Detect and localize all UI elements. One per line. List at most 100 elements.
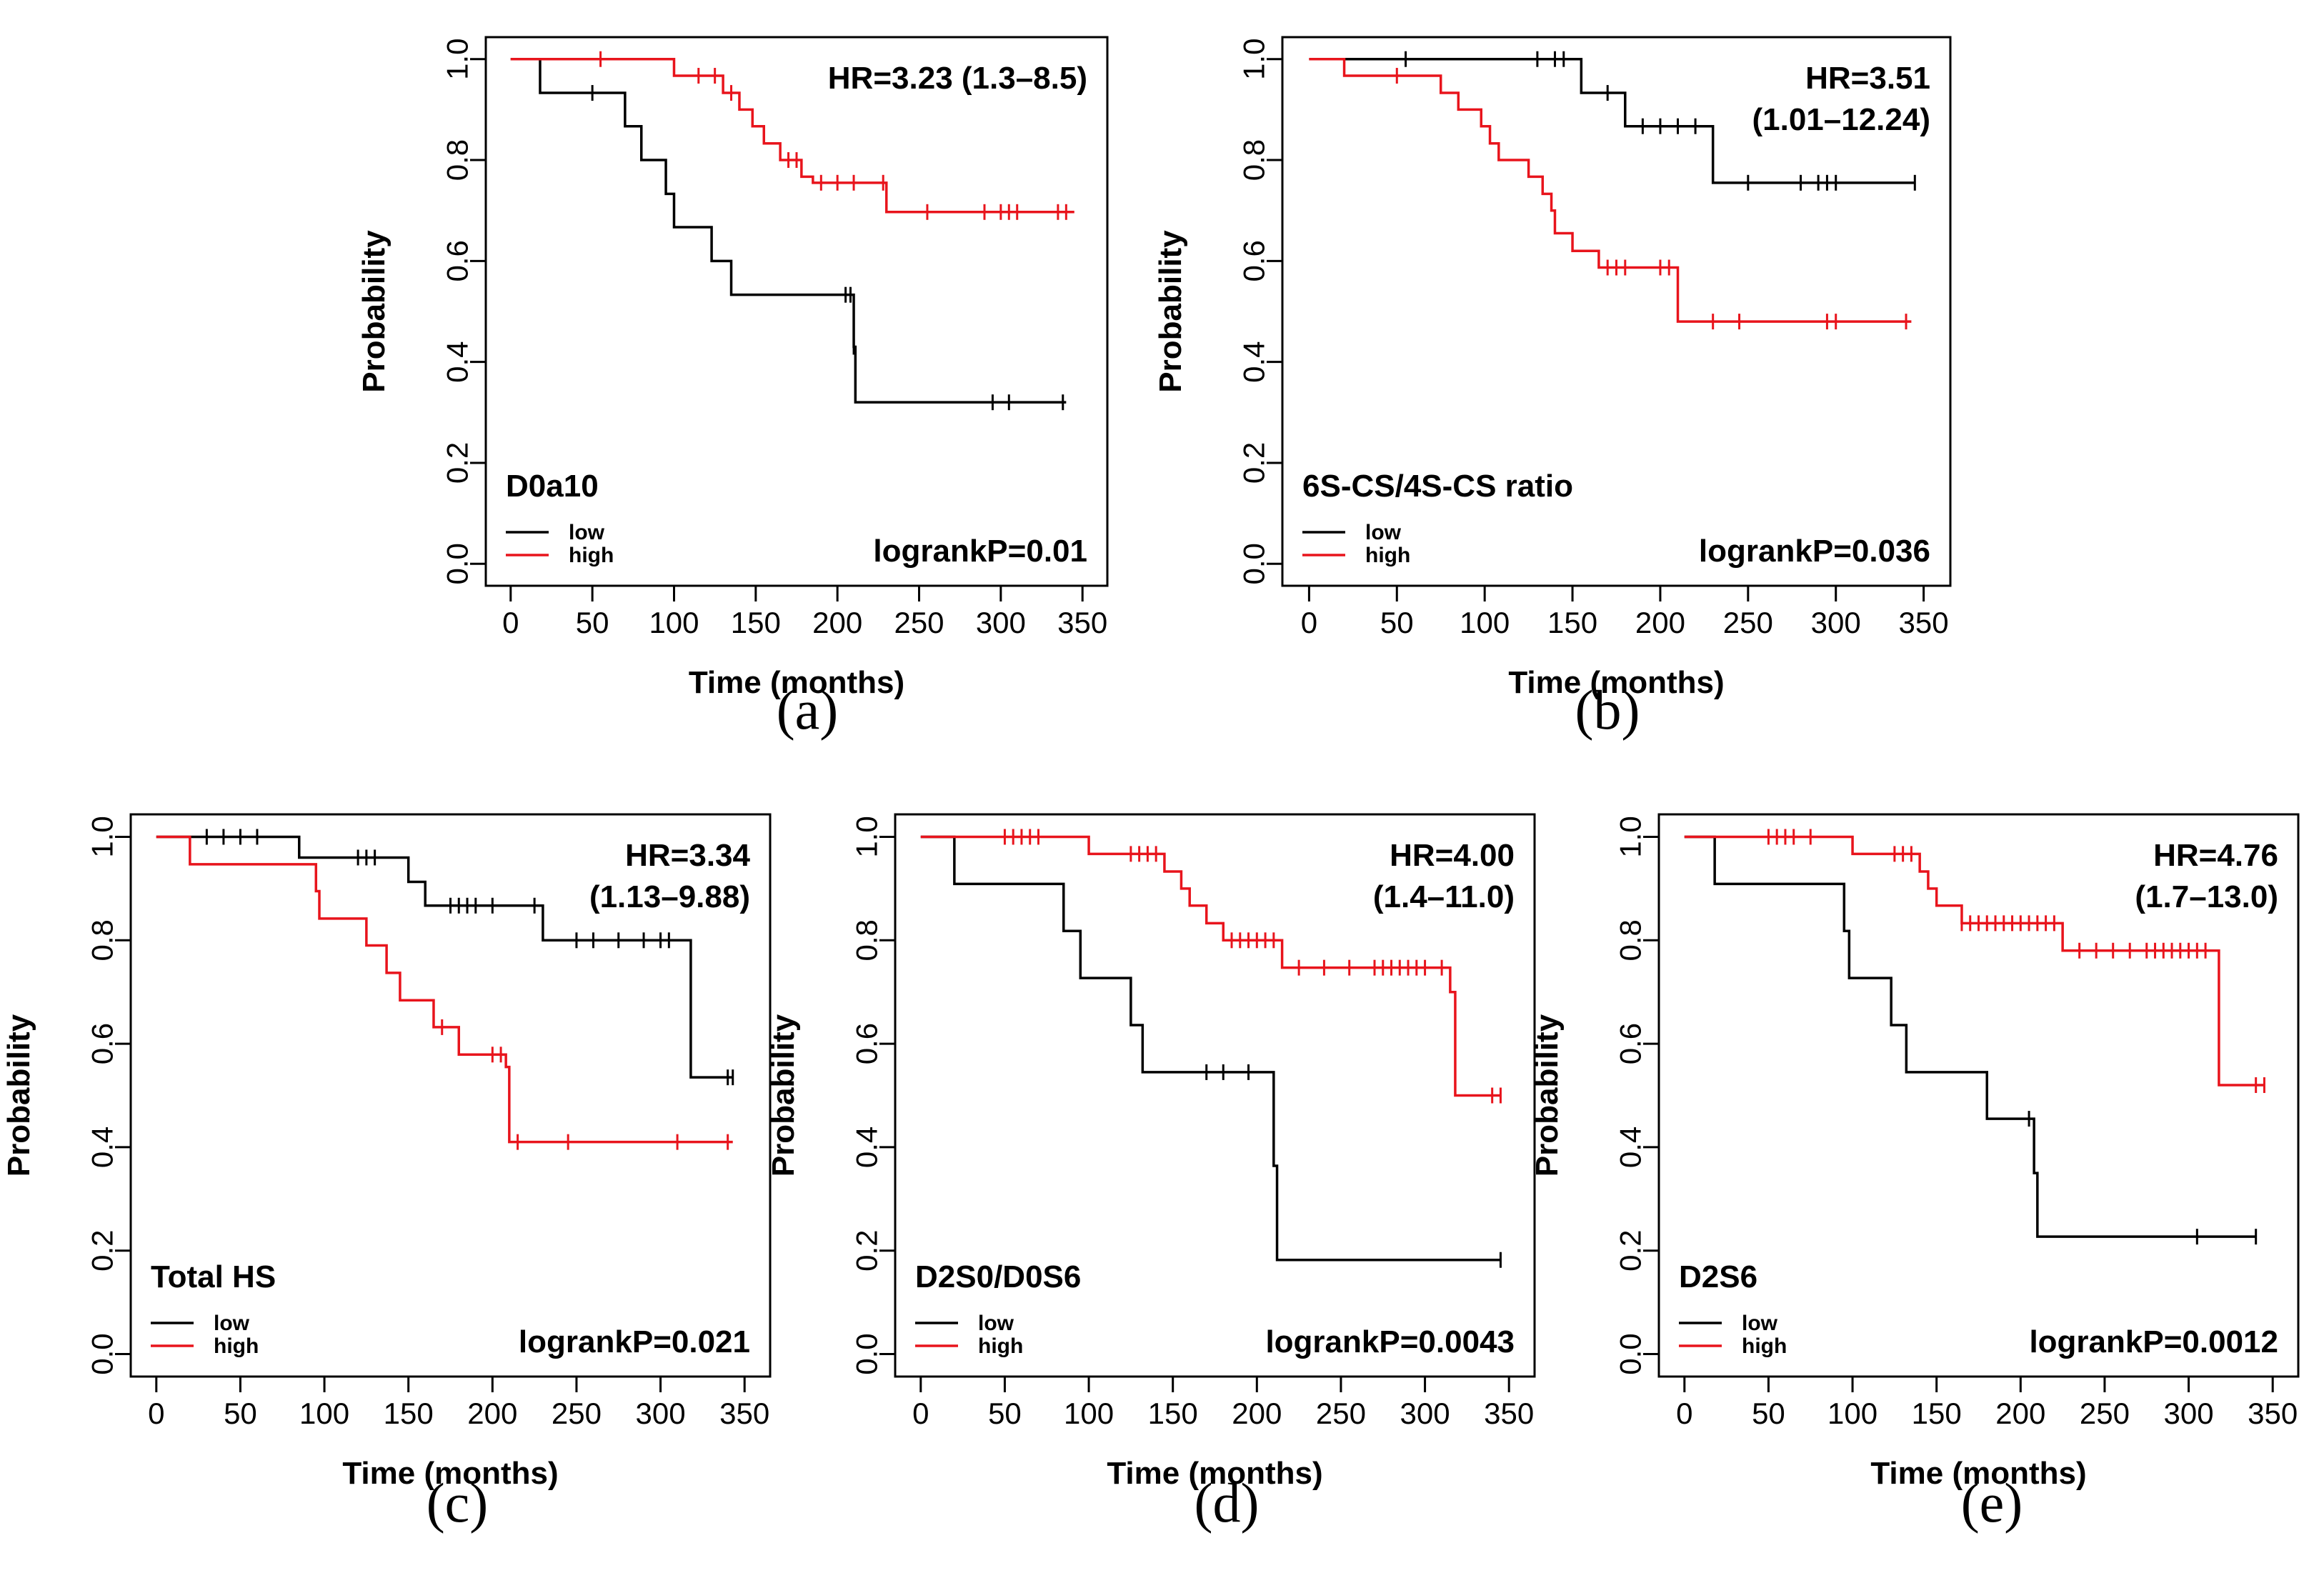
legend-label-low: low [978, 1312, 1014, 1335]
y-tick-label: 0.6 [441, 240, 474, 281]
y-tick-label: 0.2 [1237, 442, 1271, 484]
km-curve-low [1684, 835, 2256, 1238]
y-tick-label: 0.2 [441, 442, 474, 484]
legend-label-low: low [1365, 521, 1402, 544]
plot-frame [129, 813, 772, 1378]
x-tick-label: 350 [1899, 606, 1949, 639]
x-axis-title: Time (months) [342, 1456, 558, 1491]
hazard-ratio-text: HR=4.76 [2153, 838, 2278, 873]
panel-b: 0 50 100 150 200 250 300 350 0.0 0.2 0.4 0.6 0.8 1.0 T… [1153, 36, 1952, 741]
x-tick-label: 150 [731, 606, 781, 639]
panel-a: 0 50 100 150 200 250 300 350 0.0 0.2 0.4 0.6 0.8 1.0 T… [356, 36, 1109, 741]
y-tick-label: 1.0 [441, 39, 474, 80]
y-tick-label: 0.0 [1614, 1333, 1647, 1374]
logrank-pvalue: logrankP=0.021 [519, 1324, 750, 1359]
logrank-pvalue: logrankP=0.036 [1699, 534, 1930, 569]
y-axis-title: Probability [356, 230, 392, 393]
hazard-ratio-text: HR=3.23 (1.3–8.5) [828, 61, 1087, 96]
x-tick-label: 200 [1232, 1397, 1282, 1430]
panel-title: 6S-CS/4S-CS ratio [1302, 469, 1573, 504]
x-tick-label: 250 [552, 1397, 602, 1430]
plot-frame [894, 813, 1536, 1378]
x-tick-label: 350 [1057, 606, 1107, 639]
km-curve-low [1309, 57, 1915, 184]
y-tick-label: 0.6 [1237, 240, 1271, 281]
legend-label-low: low [1742, 1312, 1778, 1335]
x-tick-label: 150 [384, 1397, 434, 1430]
x-tick-label: 50 [988, 1397, 1022, 1430]
km-curve-low [920, 835, 1501, 1262]
x-tick-label: 0 [1676, 1397, 1692, 1430]
x-axis-title: Time (months) [1870, 1456, 2086, 1491]
x-tick-label: 150 [1148, 1397, 1198, 1430]
panel-caption: (b) [1575, 679, 1640, 741]
hazard-ratio-text: HR=3.51 [1805, 61, 1930, 96]
y-tick-label: 0.6 [86, 1023, 119, 1064]
km-curve-high [510, 57, 1074, 214]
legend-label-low: low [569, 521, 605, 544]
panel-title: D0a10 [506, 469, 599, 504]
y-tick-label: 0.0 [86, 1333, 119, 1374]
hazard-ratio-text: (1.13–9.88) [589, 879, 750, 914]
y-tick-label: 1.0 [1614, 816, 1647, 857]
x-tick-label: 300 [636, 1397, 686, 1430]
logrank-pvalue: logrankP=0.01 [873, 534, 1087, 569]
x-tick-label: 250 [2080, 1397, 2130, 1430]
y-tick-label: 1.0 [850, 816, 884, 857]
y-tick-label: 0.0 [1237, 543, 1271, 584]
x-tick-label: 100 [1827, 1397, 1877, 1430]
y-tick-label: 0.6 [850, 1023, 884, 1064]
y-tick-label: 0.8 [441, 139, 474, 181]
km-curve-high [920, 835, 1501, 1097]
km-curve-high [156, 835, 733, 1144]
x-tick-label: 0 [912, 1397, 929, 1430]
hazard-ratio-text: HR=3.34 [625, 838, 750, 873]
plot-frame [1657, 813, 2300, 1378]
hazard-ratio-text: HR=4.00 [1390, 838, 1515, 873]
legend-label-high: high [978, 1334, 1023, 1358]
plot-frame [1281, 36, 1952, 587]
x-tick-label: 150 [1912, 1397, 1962, 1430]
legend-label-high: high [569, 544, 614, 567]
km-curve-low [156, 835, 733, 1079]
panel-caption: (a) [777, 679, 839, 741]
y-tick-label: 0.4 [850, 1127, 884, 1168]
x-axis-title: Time (months) [1107, 1456, 1322, 1491]
panel-caption: (c) [427, 1472, 489, 1534]
y-tick-label: 0.6 [1614, 1023, 1647, 1064]
y-axis-title: Probability [1530, 1014, 1565, 1177]
y-tick-label: 0.4 [1614, 1127, 1647, 1168]
x-tick-label: 250 [894, 606, 944, 639]
x-tick-label: 100 [649, 606, 699, 639]
x-tick-label: 0 [148, 1397, 164, 1430]
panel-c: 0 50 100 150 200 250 300 350 0.0 0.2 0.4 0.6 0.8 1.0 T… [1, 813, 772, 1534]
x-tick-label: 350 [2248, 1397, 2298, 1430]
x-tick-label: 100 [1064, 1397, 1114, 1430]
y-tick-label: 0.4 [86, 1127, 119, 1168]
legend-label-high: high [1365, 544, 1410, 567]
y-tick-label: 0.8 [1237, 139, 1271, 181]
x-tick-label: 350 [719, 1397, 769, 1430]
km-curve-high [1684, 835, 2265, 1087]
x-tick-label: 300 [1811, 606, 1861, 639]
y-tick-label: 0.4 [1237, 341, 1271, 382]
x-tick-label: 100 [1460, 606, 1510, 639]
y-tick-label: 0.8 [86, 919, 119, 961]
logrank-pvalue: logrankP=0.0012 [2029, 1324, 2278, 1359]
panel-caption: (e) [1961, 1472, 2023, 1534]
x-tick-label: 250 [1316, 1397, 1366, 1430]
x-axis-title: Time (months) [1508, 665, 1724, 700]
legend-label-low: low [214, 1312, 250, 1335]
hazard-ratio-text: (1.4–11.0) [1373, 879, 1515, 914]
y-axis-title: Probability [1, 1014, 36, 1177]
y-tick-label: 0.2 [1614, 1230, 1647, 1272]
panel-title: Total HS [151, 1259, 276, 1294]
legend-label-high: high [1742, 1334, 1787, 1358]
y-tick-label: 0.0 [850, 1333, 884, 1374]
y-axis-title: Probability [1153, 230, 1188, 393]
x-tick-label: 0 [502, 606, 519, 639]
x-tick-label: 200 [1635, 606, 1685, 639]
km-curve-high [1309, 57, 1912, 323]
hazard-ratio-text: (1.7–13.0) [2135, 879, 2278, 914]
x-tick-label: 200 [467, 1397, 517, 1430]
